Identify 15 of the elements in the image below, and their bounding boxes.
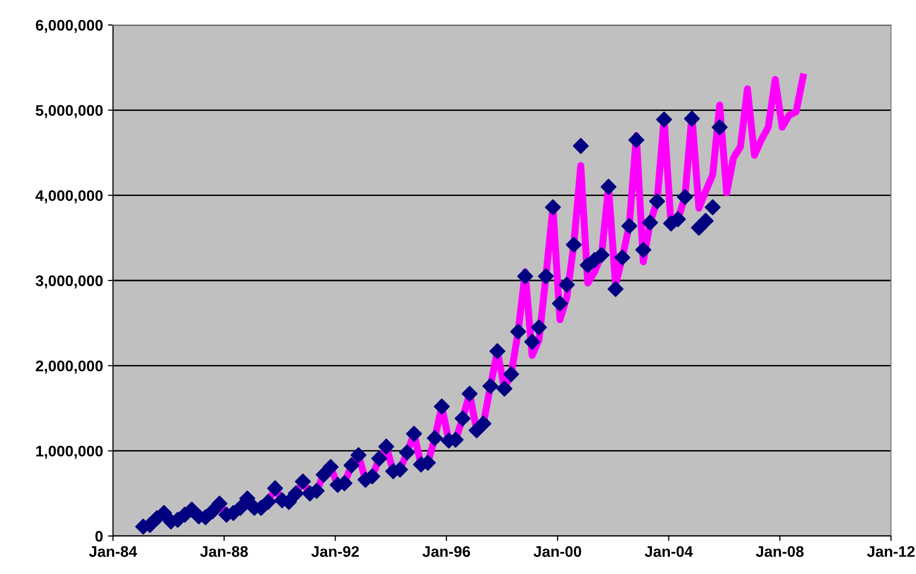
y-tick-label: 1,000,000	[36, 446, 103, 459]
y-tick-label: 3,000,000	[36, 275, 103, 288]
x-tick-label: Jan-12	[867, 546, 915, 557]
y-tick-label: 4,000,000	[36, 190, 103, 204]
y-tick-label: 0	[95, 530, 103, 542]
x-tick-label: Jan-88	[200, 546, 248, 557]
x-tick-label: Jan-04	[644, 546, 693, 557]
x-tick-label: Jan-92	[311, 546, 359, 557]
y-tick-label: 5,000,000	[36, 105, 103, 118]
y-tick-label: 6,000,000	[36, 20, 103, 33]
x-tick-label: Jan-08	[756, 546, 804, 557]
x-tick-label: Jan-96	[422, 546, 470, 557]
y-tick-label: 2,000,000	[36, 360, 103, 374]
x-tick-label: Jan-00	[534, 546, 582, 557]
x-tick-label: Jan-84	[89, 546, 138, 557]
